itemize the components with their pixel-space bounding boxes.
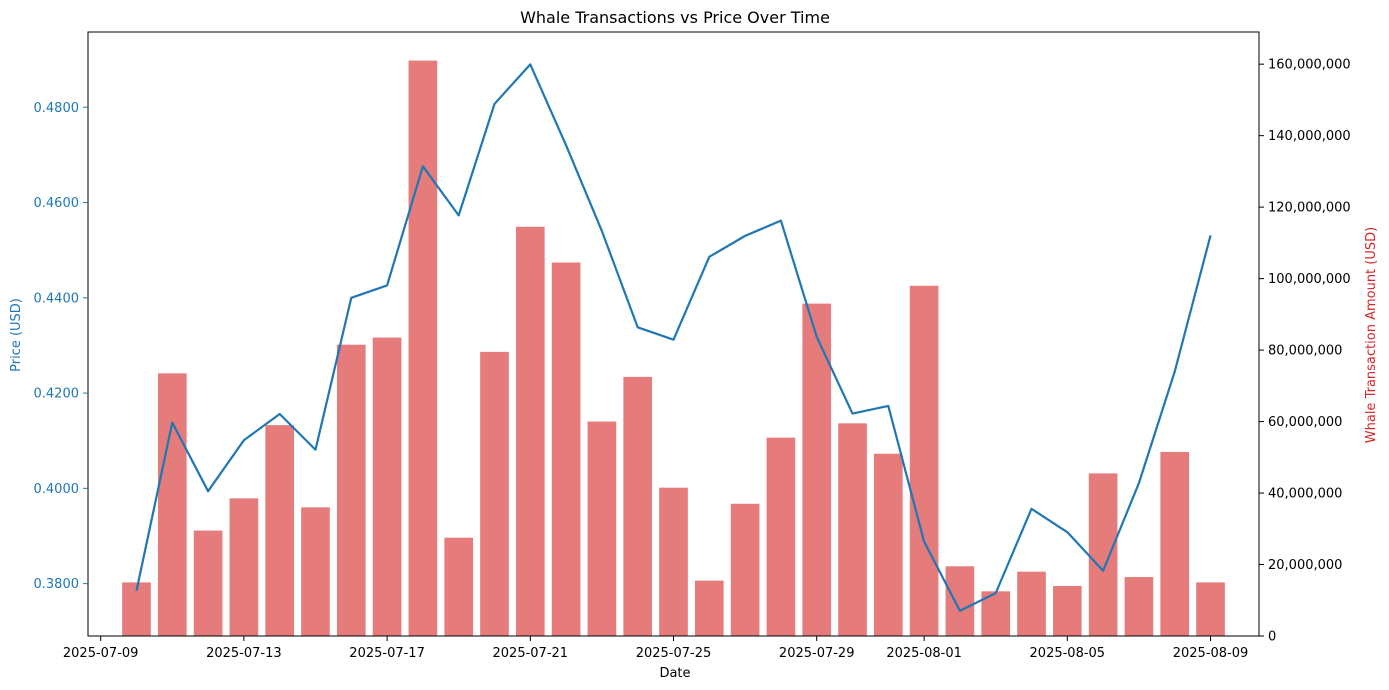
y-right-tick-label: 120,000,000 [1268, 201, 1351, 216]
x-tick-label: 2025-07-29 [779, 646, 855, 661]
whale-bar [408, 60, 438, 636]
x-tick-label: 2025-07-17 [349, 646, 425, 661]
whale-bar [336, 344, 366, 636]
x-tick-label: 2025-07-13 [206, 646, 282, 661]
y-right-tick-label: 160,000,000 [1268, 58, 1351, 73]
whale-bar [551, 262, 581, 636]
x-tick-label: 2025-08-09 [1173, 646, 1249, 661]
whale-bar [838, 423, 867, 636]
y-left-tick-label: 0.4800 [34, 101, 80, 116]
whale-bar [157, 373, 187, 636]
whale-bar [444, 537, 474, 636]
price-line-layer [135, 63, 1212, 612]
y-right-tick-label: 60,000,000 [1268, 415, 1342, 430]
y-axis-left: 0.3800 0.4000 0.4200 0.4400 0.4600 0.4800 [34, 101, 88, 592]
whale-bar [945, 566, 975, 636]
whale-bar [372, 337, 402, 636]
y-right-tick-label: 0 [1268, 630, 1276, 645]
whale-bar [301, 507, 330, 636]
whale-bar [122, 582, 151, 636]
whale-bar [623, 376, 653, 636]
whale-bar [1196, 582, 1225, 636]
whale-bar [909, 285, 939, 636]
whale-bar [193, 530, 223, 636]
y-left-tick-label: 0.4200 [34, 387, 80, 402]
whale-bar [873, 453, 903, 636]
whale-bar [730, 503, 760, 636]
y-left-tick-label: 0.4600 [34, 196, 80, 211]
whale-bar [1052, 585, 1082, 636]
x-tick-label: 2025-08-05 [1030, 646, 1106, 661]
x-axis: 2025-07-09 2025-07-13 2025-07-17 2025-07-21… [63, 636, 1248, 661]
whale-bar [229, 498, 259, 636]
whale-bar [480, 351, 509, 636]
whale-bar [515, 226, 545, 636]
x-tick-label: 2025-07-21 [493, 646, 569, 661]
y-left-tick-label: 0.4400 [34, 291, 80, 306]
whale-bar [265, 425, 295, 636]
y-axis-left-label: Price (USD) [9, 298, 24, 372]
whale-bars-layer [122, 60, 1225, 636]
whale-bar [766, 437, 796, 636]
x-tick-label: 2025-08-01 [886, 646, 962, 661]
whale-bar [1160, 451, 1190, 636]
chart-title: Whale Transactions vs Price Over Time [520, 8, 830, 27]
y-left-tick-label: 0.4000 [34, 482, 80, 497]
y-right-tick-label: 20,000,000 [1268, 558, 1342, 573]
whale-bar [587, 421, 617, 636]
y-right-tick-label: 100,000,000 [1268, 272, 1351, 287]
whale-bar [1017, 571, 1046, 636]
x-tick-label: 2025-07-09 [63, 646, 139, 661]
whale-bar [802, 303, 832, 636]
y-axis-right: 0 20,000,000 40,000,000 60,000,000 80,000,00… [1259, 58, 1351, 645]
y-right-tick-label: 40,000,000 [1268, 487, 1342, 502]
x-tick-label: 2025-07-25 [636, 646, 712, 661]
whale-bar [659, 487, 688, 636]
price-line [135, 63, 1212, 612]
y-right-tick-label: 140,000,000 [1268, 129, 1351, 144]
y-axis-right-label: Whale Transaction Amount (USD) [1364, 227, 1379, 443]
y-left-tick-label: 0.3800 [34, 577, 80, 592]
x-axis-label: Date [659, 666, 690, 681]
whale-bar [694, 580, 724, 636]
whale-bar [1088, 473, 1118, 636]
whale-bar [1124, 577, 1154, 636]
y-right-tick-label: 80,000,000 [1268, 344, 1342, 359]
